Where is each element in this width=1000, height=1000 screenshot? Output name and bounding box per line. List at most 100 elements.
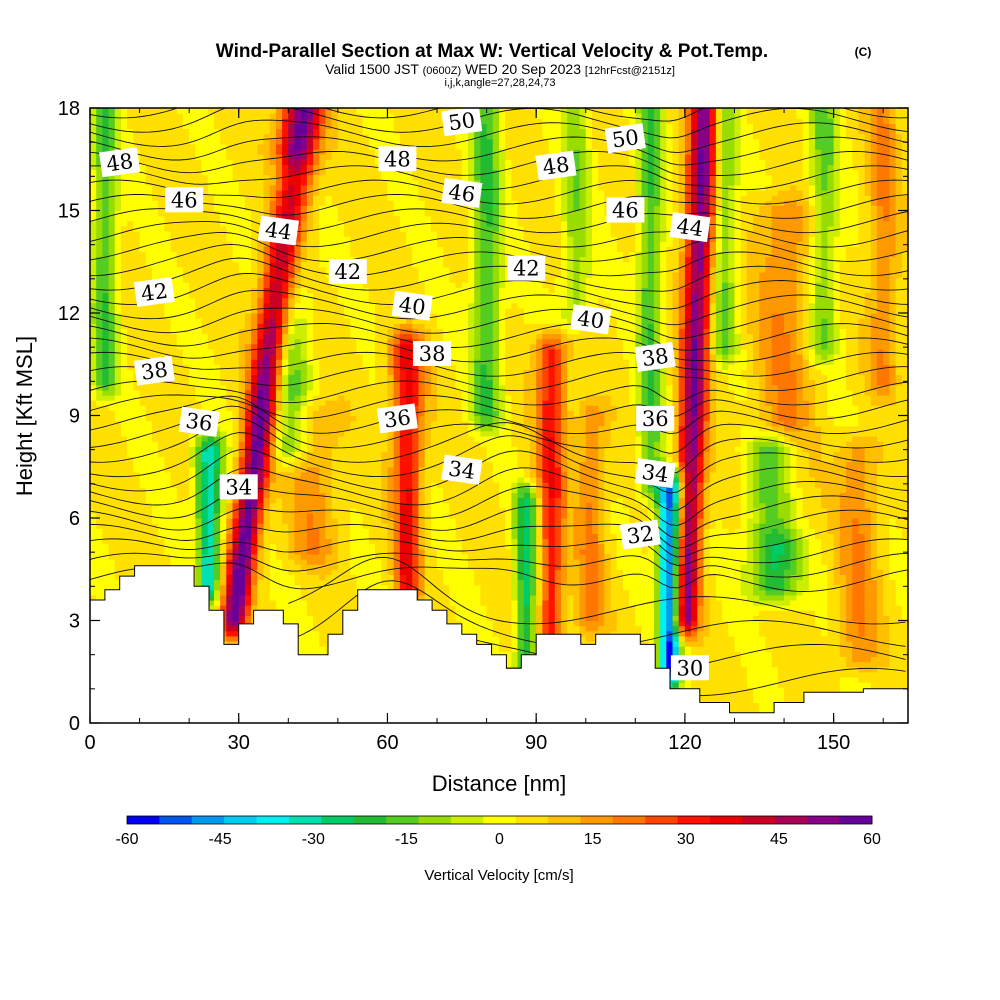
theta-label: 50: [604, 123, 646, 154]
theta-label: 40: [391, 290, 433, 321]
valid-date: WED 20 Sep 2023: [465, 61, 581, 77]
colorbar-swatch: [418, 816, 452, 824]
theta-label: 46: [441, 177, 483, 208]
theta-contour: [90, 366, 908, 392]
theta-contour: [90, 289, 908, 326]
y-tick-label: 3: [69, 611, 80, 633]
theta-contour: [90, 119, 908, 154]
grid-indices: i,j,k,angle=27,28,24,73: [444, 77, 555, 89]
y-axis-label: Height [Kft MSL]: [12, 336, 37, 496]
colorbar-swatch: [645, 816, 679, 824]
colorbar-swatch: [548, 816, 581, 824]
terrain-outline: [90, 565, 908, 714]
colorbar-tick-label: 0: [495, 831, 504, 848]
theta-label: 38: [413, 341, 452, 366]
theta-contour: [90, 194, 908, 219]
theta-contour: [90, 405, 908, 454]
theta-contour: [90, 208, 908, 234]
theta-label: 46: [165, 187, 204, 213]
valid-time: Valid 1500 JST (0600Z) WED 20 Sep 2023 […: [325, 61, 675, 77]
colorbar-tick-label: 60: [863, 831, 881, 848]
colorbar-swatch: [288, 816, 322, 824]
theta-contour: [90, 523, 908, 558]
colorbar-swatch: [742, 816, 776, 824]
colorbar-swatch: [774, 816, 808, 824]
theta-contour: [90, 351, 908, 377]
colorbar-tick-label: 30: [677, 831, 695, 848]
theta-label: 36: [178, 406, 220, 437]
colorbar-frame: [126, 815, 873, 825]
theta-contour: [90, 232, 908, 262]
colorbar-swatch: [580, 816, 614, 824]
valid-local: Valid 1500 JST: [325, 61, 419, 77]
theta-label: 30: [670, 655, 709, 681]
chart-title: Wind-Parallel Section at Max W: Vertical…: [216, 41, 768, 62]
colorbar-swatch: [321, 816, 355, 824]
colorbar-swatch: [710, 816, 743, 824]
theta-contour: [90, 221, 908, 248]
theta-contour: [90, 165, 908, 191]
y-tick-label: 9: [69, 406, 80, 428]
theta-contour: [90, 448, 908, 511]
theta-contour: [90, 323, 908, 351]
theta-contour: [90, 150, 908, 177]
x-tick-label: 30: [228, 732, 250, 754]
valid-utc: (0600Z): [423, 65, 462, 77]
colorbar-swatch: [159, 816, 193, 824]
theta-label: 44: [669, 212, 711, 243]
colorbar-swatch: [224, 816, 257, 824]
x-tick-label: 150: [817, 732, 850, 754]
theta-contours: [90, 108, 908, 697]
forecast-info: [12hrFcst@2151z]: [585, 65, 675, 77]
colorbar-tick-label: -30: [302, 831, 325, 848]
theta-contour: [90, 108, 908, 139]
colorbar-swatch: [127, 816, 160, 824]
y-tick-label: 15: [58, 201, 80, 223]
theta-label: 42: [133, 276, 175, 308]
colorbar-swatch: [612, 816, 646, 824]
theta-label: 34: [219, 474, 258, 500]
copyright-mark: (C): [855, 45, 872, 59]
theta-contour: [90, 179, 908, 205]
colorbar-tick-label: -15: [395, 831, 418, 848]
colorbar-tick-label: 45: [770, 831, 788, 848]
theta-label: 42: [328, 259, 367, 284]
theta-label: 36: [636, 405, 675, 431]
theta-label: 34: [634, 458, 676, 489]
theta-contour: [90, 562, 908, 592]
theta-contour: [90, 394, 908, 420]
theta-contour: [90, 307, 908, 340]
theta-label: 32: [619, 519, 661, 550]
colorbar-tick-label: 15: [584, 831, 602, 848]
theta-contour: [90, 417, 908, 475]
colorbar-swatch: [353, 816, 387, 824]
theta-label: 48: [99, 147, 141, 178]
colorbar-swatch: [191, 816, 225, 824]
colorbar-tick-label: -60: [115, 831, 138, 848]
theta-contour: [90, 380, 908, 406]
theta-contour: [90, 395, 908, 435]
theta-label: 44: [257, 215, 300, 246]
colorbar: -60 -45 -30 -15 0 15 30 45 60: [115, 815, 881, 848]
x-tick-label: 0: [84, 732, 95, 754]
theta-label: 42: [507, 255, 546, 281]
x-tick-label: 120: [668, 732, 701, 754]
y-tick-label: 0: [69, 713, 80, 735]
theta-label: 50: [441, 108, 483, 137]
theta-label: 48: [378, 146, 417, 172]
theta-label: 38: [133, 355, 175, 386]
colorbar-swatch: [515, 816, 549, 824]
theta-contour: [90, 538, 908, 566]
theta-contour: [90, 243, 908, 277]
terrain-mask: [90, 565, 908, 723]
theta-contour: [90, 337, 908, 363]
colorbar-swatch: [450, 816, 484, 824]
y-tick-label: 6: [69, 508, 80, 530]
theta-contour: [288, 556, 906, 625]
theta-label: 34: [441, 454, 483, 485]
x-tick-label: 90: [525, 732, 547, 754]
x-axis-label: Distance [nm]: [432, 771, 567, 796]
